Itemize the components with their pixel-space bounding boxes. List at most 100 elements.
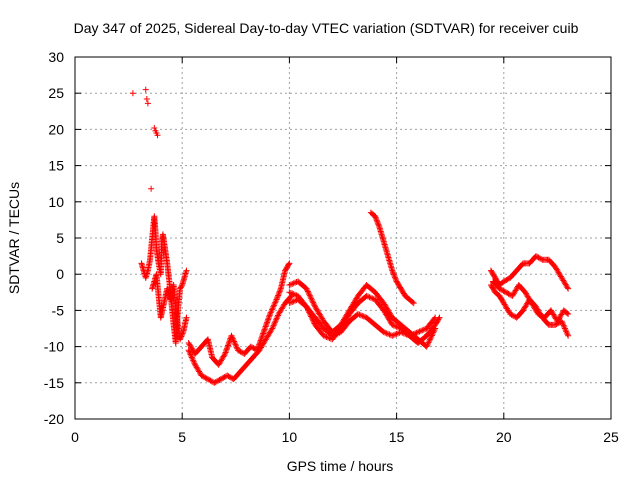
- data-point: [496, 285, 503, 292]
- data-point: [178, 283, 185, 290]
- data-point: [183, 314, 190, 321]
- data-point: [308, 296, 315, 303]
- data-point: [148, 185, 155, 192]
- data-point: [211, 379, 218, 386]
- data-point: [392, 331, 399, 338]
- data-point: [177, 334, 184, 341]
- data-point: [565, 332, 572, 339]
- data-point: [357, 312, 364, 319]
- data-point: [233, 342, 240, 349]
- data-point: [286, 260, 293, 267]
- data-point: [274, 293, 281, 300]
- data-point: [268, 326, 275, 333]
- data-point: [276, 289, 283, 296]
- data-point: [426, 338, 433, 345]
- data-point: [269, 306, 276, 313]
- data-point: [374, 218, 381, 225]
- data-point: [303, 285, 310, 292]
- data-point: [565, 311, 572, 318]
- data-point: [221, 352, 228, 359]
- data-point: [536, 255, 543, 262]
- data-point: [505, 290, 512, 297]
- data-point: [186, 348, 193, 355]
- y-tick-label: 25: [48, 85, 64, 101]
- data-point: [207, 377, 214, 384]
- data-point: [217, 376, 224, 383]
- data-point: [389, 267, 396, 274]
- y-tick-label: 5: [56, 230, 64, 246]
- data-point: [425, 339, 432, 346]
- data-point: [538, 255, 545, 262]
- data-point: [564, 310, 571, 317]
- series-diagonal-descent: [367, 209, 417, 307]
- data-point: [272, 299, 279, 306]
- data-point: [382, 329, 389, 336]
- data-point: [273, 316, 280, 323]
- data-point: [563, 329, 570, 336]
- y-tick-label: 15: [48, 158, 64, 174]
- data-point: [375, 221, 382, 228]
- data-point: [275, 291, 282, 298]
- data-point: [402, 330, 409, 337]
- data-point: [393, 330, 400, 337]
- data-point: [286, 289, 293, 296]
- series-segment-early: [138, 213, 190, 346]
- data-point: [311, 302, 318, 309]
- data-point: [247, 343, 254, 350]
- data-point: [562, 326, 569, 333]
- data-point: [212, 379, 219, 386]
- y-tick-label: -10: [44, 339, 64, 355]
- data-point: [400, 330, 407, 337]
- data-point: [428, 332, 435, 339]
- data-point: [360, 313, 367, 320]
- data-point: [177, 336, 184, 343]
- data-point: [220, 374, 227, 381]
- data-point: [385, 330, 392, 337]
- data-point: [432, 314, 439, 321]
- data-point: [143, 95, 150, 102]
- data-point: [392, 275, 399, 282]
- data-point: [564, 331, 571, 338]
- data-point: [559, 319, 566, 326]
- data-point: [563, 328, 570, 335]
- data-point: [390, 271, 397, 278]
- data-point: [304, 288, 311, 295]
- y-tick-label: 10: [48, 194, 64, 210]
- data-point: [229, 335, 236, 342]
- data-point: [504, 276, 511, 283]
- data-point: [183, 267, 190, 274]
- data-point: [142, 86, 149, 93]
- data-point: [391, 273, 398, 280]
- data-point: [268, 308, 275, 315]
- data-point: [412, 330, 419, 337]
- data-point: [356, 311, 363, 318]
- data-point: [224, 372, 231, 379]
- data-point: [272, 318, 279, 325]
- data-point: [189, 355, 196, 362]
- data-point: [431, 315, 438, 322]
- data-point: [129, 90, 136, 97]
- data-point: [369, 295, 376, 302]
- data-point: [332, 331, 339, 338]
- data-point: [431, 326, 438, 333]
- series-late-mid: [490, 278, 572, 325]
- data-point: [287, 289, 294, 296]
- data-point: [274, 295, 281, 302]
- series-trough-upper: [185, 260, 293, 368]
- data-point: [231, 339, 238, 346]
- data-point: [363, 292, 370, 299]
- x-tick-label: 10: [282, 429, 298, 445]
- data-point: [427, 335, 434, 342]
- data-point: [185, 347, 192, 354]
- data-point: [271, 321, 278, 328]
- data-point: [423, 343, 430, 350]
- data-point: [383, 330, 390, 337]
- y-tick-label: -5: [52, 302, 65, 318]
- data-point: [329, 332, 336, 339]
- data-point: [215, 377, 222, 384]
- data-point: [306, 291, 313, 298]
- data-point: [201, 374, 208, 381]
- series-late-upper: [487, 253, 572, 292]
- data-point: [236, 347, 243, 354]
